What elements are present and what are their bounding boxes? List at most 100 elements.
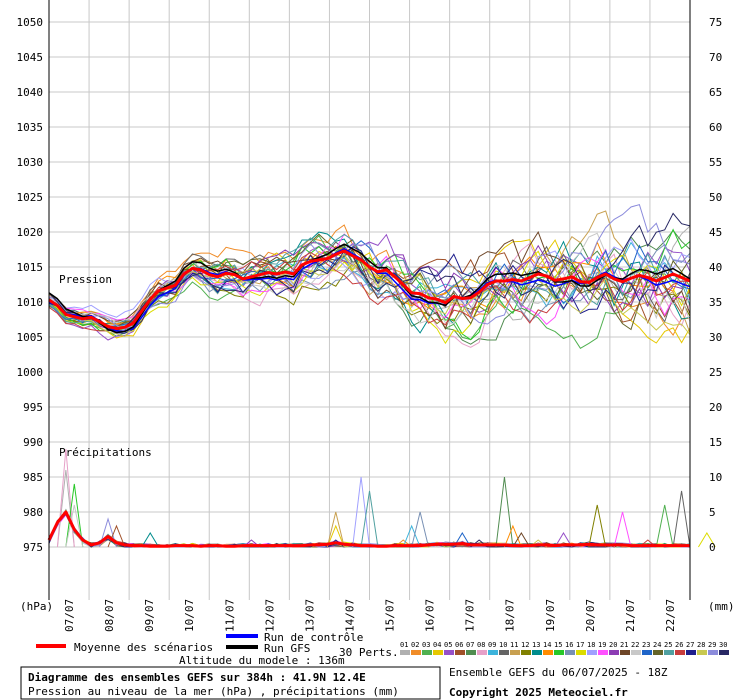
right-tick-label: 20 <box>709 401 722 414</box>
right-tick-label: 30 <box>709 331 722 344</box>
pert-swatch <box>653 650 663 655</box>
pert-swatch <box>532 650 542 655</box>
right-tick-label: 65 <box>709 86 722 99</box>
pert-number: 05 <box>444 641 452 649</box>
right-tick-label: 15 <box>709 436 722 449</box>
right-tick-label: 60 <box>709 121 722 134</box>
legend-control-label: Run de contrôle <box>264 631 363 644</box>
right-tick-label: 70 <box>709 51 722 64</box>
right-tick-label: 55 <box>709 156 722 169</box>
grid <box>48 0 691 600</box>
pert-number: 28 <box>697 641 705 649</box>
right-tick-label: 5 <box>709 506 716 519</box>
date-tick-label: 14/07 <box>343 599 356 632</box>
precip-spike <box>613 511 632 548</box>
chart-title: Diagramme des ensembles GEFS sur 384h : … <box>28 671 366 684</box>
pert-swatch <box>411 650 421 655</box>
pert-swatch <box>488 650 498 655</box>
left-tick-label: 1045 <box>17 51 44 64</box>
pert-number: 22 <box>631 641 639 649</box>
precip-spike <box>65 504 84 548</box>
left-tick-label: 1050 <box>17 16 44 29</box>
pert-swatch <box>719 650 729 655</box>
pert-number: 06 <box>455 641 463 649</box>
precip-spike <box>453 532 472 548</box>
pert-number: 20 <box>609 641 617 649</box>
member-pressure-line <box>48 203 691 330</box>
member-pressure-line <box>48 233 691 331</box>
pert-number: 10 <box>499 641 507 649</box>
right-tick-label: 75 <box>709 16 722 29</box>
pert-swatch <box>642 650 652 655</box>
copyright: Copyright 2025 Meteociel.fr <box>449 686 628 699</box>
left-tick-label: 1035 <box>17 121 44 134</box>
precip-spike <box>655 504 674 548</box>
precip-spike <box>360 490 379 548</box>
left-tick-label: 1020 <box>17 226 44 239</box>
date-tick-label: 16/07 <box>424 599 437 632</box>
left-tick-label: 975 <box>23 541 43 554</box>
pert-swatch <box>697 650 707 655</box>
chart-subtitle: Pression au niveau de la mer (hPa) , pré… <box>28 685 399 698</box>
pert-number: 27 <box>686 641 694 649</box>
pert-number: 26 <box>675 641 683 649</box>
pert-swatch <box>543 650 553 655</box>
date-tick-label: 15/07 <box>384 599 397 632</box>
pert-number: 23 <box>642 641 650 649</box>
pert-number: 30 <box>719 641 727 649</box>
precip-spike <box>56 469 75 548</box>
left-tick-label: 990 <box>23 436 43 449</box>
date-tick-label: 08/07 <box>103 599 116 632</box>
mean-precip-line <box>47 510 690 548</box>
right-tick-label: 25 <box>709 366 722 379</box>
pert-color-legend: 01 02 03 04 05 06 07 08 09 10 11 12 13 14 15 16 17 18 19 20… <box>400 641 729 655</box>
pert-number: 21 <box>620 641 628 649</box>
left-tick-label: 1030 <box>17 156 44 169</box>
precip-label: Précipitations <box>59 446 152 459</box>
pert-number: 02 <box>411 641 419 649</box>
mean-pressure-line <box>48 249 691 331</box>
date-tick-label: 22/07 <box>664 599 677 632</box>
pert-number: 08 <box>477 641 485 649</box>
pert-number: 11 <box>510 641 518 649</box>
member-pressure-line <box>48 252 691 332</box>
legend-mean-swatch <box>36 644 66 648</box>
left-tick-label: 1015 <box>17 261 44 274</box>
pert-swatch <box>576 650 586 655</box>
precip-spike <box>402 524 421 548</box>
date-tick-label: 07/07 <box>63 599 76 632</box>
precip-spike <box>352 476 370 548</box>
pert-swatch <box>631 650 641 655</box>
pert-number: 18 <box>587 641 595 649</box>
legend-perts-label: 30 Perts. <box>339 646 399 659</box>
left-tick-label: 980 <box>23 506 43 519</box>
pert-number: 13 <box>532 641 540 649</box>
title-box <box>20 666 441 700</box>
date-tick-label: 21/07 <box>624 599 637 632</box>
legend-control-swatch <box>226 634 258 638</box>
pert-number: 16 <box>565 641 573 649</box>
pert-number: 03 <box>422 641 430 649</box>
left-unit-label: (hPa) <box>20 600 53 613</box>
pert-swatch <box>422 650 432 655</box>
pert-swatch <box>664 650 674 655</box>
right-unit-label: (mm) <box>708 600 735 613</box>
pert-number: 25 <box>664 641 672 649</box>
pert-swatch <box>499 650 509 655</box>
precip-spike <box>99 517 117 548</box>
pert-swatch <box>675 650 685 655</box>
right-tick-label: 40 <box>709 261 722 274</box>
date-tick-label: 10/07 <box>183 599 196 632</box>
member-pressure-line <box>48 250 691 345</box>
pert-swatch <box>565 650 575 655</box>
precip-spike <box>672 490 691 548</box>
pert-number: 12 <box>521 641 529 649</box>
pert-number: 15 <box>554 641 562 649</box>
right-tick-label: 45 <box>709 226 722 239</box>
pert-number: 14 <box>543 641 551 649</box>
pert-swatch <box>521 650 531 655</box>
date-tick-label: 11/07 <box>223 599 236 632</box>
pert-number: 01 <box>400 641 408 649</box>
